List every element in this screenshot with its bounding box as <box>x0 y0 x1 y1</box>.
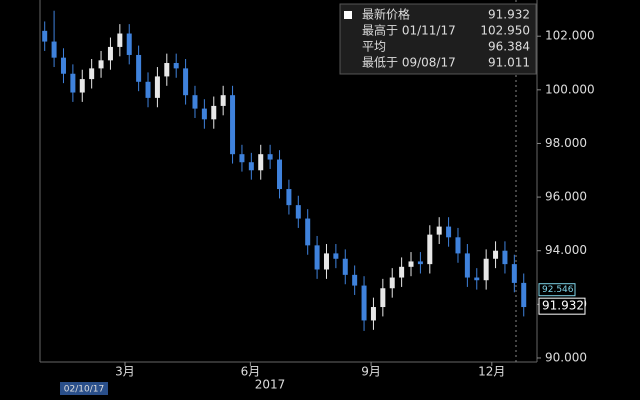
candle-body <box>42 30 48 42</box>
candle-body <box>220 95 226 106</box>
candle-body <box>380 288 386 308</box>
x-tick-label: 6月 <box>241 365 261 379</box>
candle-body <box>342 258 348 275</box>
legend-value: 102.950 <box>480 24 530 38</box>
candle-body <box>98 60 104 69</box>
x-tick-label: 12月 <box>478 365 505 379</box>
candle-body <box>79 79 85 93</box>
candle-body <box>408 261 414 267</box>
candle-body <box>117 33 123 47</box>
candle-body <box>211 105 217 120</box>
candle-body <box>455 237 461 254</box>
legend-value: 91.011 <box>488 56 530 70</box>
legend-label: 最低于 09/08/17 <box>362 56 456 70</box>
candle-body <box>483 258 489 281</box>
candle-body <box>295 205 301 219</box>
legend-value: 91.932 <box>488 8 530 22</box>
candle-body <box>107 46 113 61</box>
candle-body <box>173 63 179 69</box>
legend-value: 96.384 <box>488 40 530 54</box>
price-tag-label: 92.546 <box>542 285 574 295</box>
candle-body <box>305 218 311 246</box>
candle-body <box>277 159 283 190</box>
candle-body <box>333 253 339 259</box>
candle-body <box>474 277 480 281</box>
start-date: 02/10/17 <box>64 385 104 395</box>
price-tag-label: 91.932 <box>542 299 584 313</box>
legend-label: 最高于 01/11/17 <box>362 23 456 38</box>
candle-body <box>352 274 358 286</box>
legend-box <box>339 3 537 75</box>
price-tag-box <box>538 283 576 297</box>
candle-body <box>446 226 452 238</box>
candle-body <box>60 57 66 74</box>
candle-body <box>258 154 264 171</box>
candle-body <box>502 250 508 265</box>
candle-body <box>126 33 132 55</box>
candle-body <box>145 81 151 98</box>
candle-body <box>314 245 320 270</box>
candle-body <box>511 264 517 283</box>
candle-body <box>248 162 254 171</box>
candle-body <box>427 234 433 265</box>
candle-body <box>436 226 442 235</box>
candle-body <box>51 41 57 58</box>
candle-body <box>370 307 376 321</box>
candle-body <box>493 250 499 259</box>
year-label: 2017 <box>255 378 286 392</box>
legend-icon <box>344 11 352 19</box>
y-tick-label: 102.000 <box>545 29 595 43</box>
candle-body <box>201 108 207 120</box>
y-tick-label: 100.000 <box>545 82 595 96</box>
y-tick-label: 94.000 <box>545 243 587 257</box>
candle-body <box>323 253 329 270</box>
candle-body <box>154 76 160 98</box>
candle-body <box>192 95 198 109</box>
candle-body <box>89 68 95 80</box>
x-tick-label: 9月 <box>361 365 381 379</box>
candle-body <box>399 266 405 278</box>
x-tick-label: 3月 <box>115 365 135 379</box>
candle-body <box>521 282 527 308</box>
candle-body <box>417 261 423 265</box>
candle-body <box>267 154 273 160</box>
price-tag-box <box>538 297 586 315</box>
y-tick-label: 98.000 <box>545 136 587 150</box>
legend-label: 最新价格 <box>362 7 410 22</box>
candle-body <box>361 285 367 321</box>
y-tick-label: 90.000 <box>545 350 587 364</box>
legend-label: 平均 <box>362 40 386 54</box>
candle-body <box>70 73 76 93</box>
candle-body <box>136 54 142 82</box>
candle-body <box>464 253 470 278</box>
candle-body <box>286 189 292 206</box>
candle-body <box>389 277 395 289</box>
y-tick-label: 96.000 <box>545 190 587 204</box>
candle-body <box>230 95 236 155</box>
date-box <box>60 382 108 395</box>
candle-body <box>164 63 170 77</box>
candle-body <box>239 154 245 163</box>
candle-body <box>183 68 189 96</box>
